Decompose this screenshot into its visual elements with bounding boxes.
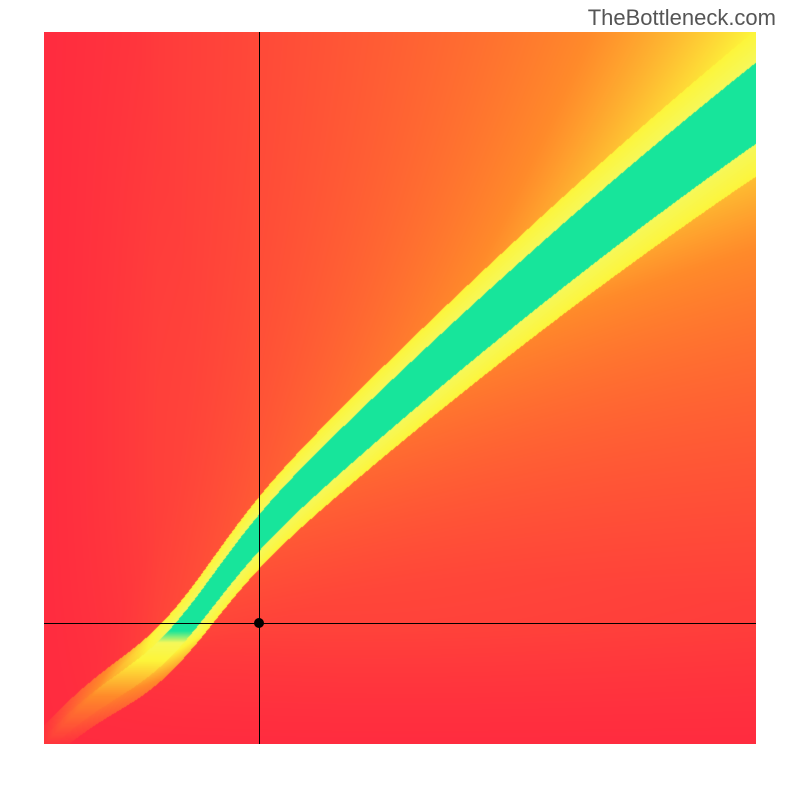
crosshair-vertical — [259, 32, 260, 744]
plot-area — [44, 32, 756, 744]
chart-container: TheBottleneck.com — [0, 0, 800, 800]
heatmap-canvas — [44, 32, 756, 744]
crosshair-marker[interactable] — [254, 618, 264, 628]
crosshair-horizontal — [44, 623, 756, 624]
watermark-text: TheBottleneck.com — [588, 5, 776, 31]
